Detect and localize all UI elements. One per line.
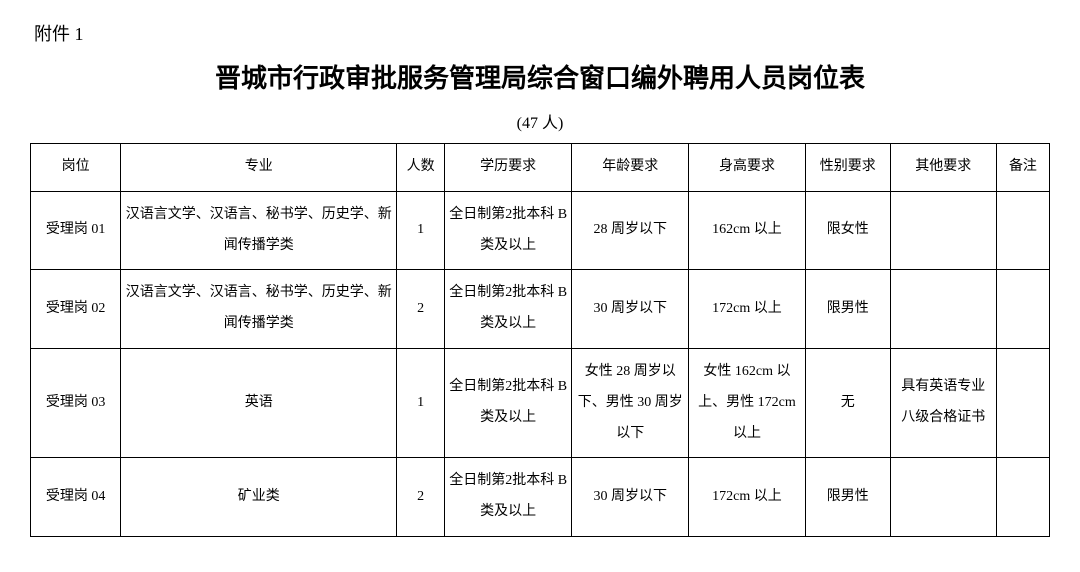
cell-height: 女性 162cm 以上、男性 172cm 以上 — [689, 348, 806, 457]
cell-education: 全日制第2批本科 B 类及以上 — [444, 191, 571, 270]
col-header-education: 学历要求 — [444, 144, 571, 192]
table-row: 受理岗 02 汉语言文学、汉语言、秘书学、历史学、新闻传播学类 2 全日制第2批… — [31, 270, 1050, 349]
col-header-position: 岗位 — [31, 144, 121, 192]
cell-position: 受理岗 03 — [31, 348, 121, 457]
table-row: 受理岗 03 英语 1 全日制第2批本科 B 类及以上 女性 28 周岁以下、男… — [31, 348, 1050, 457]
cell-other — [890, 191, 996, 270]
cell-gender: 限男性 — [805, 458, 890, 537]
col-header-remark: 备注 — [996, 144, 1049, 192]
page-subtitle: (47 人) — [30, 109, 1050, 133]
cell-position: 受理岗 01 — [31, 191, 121, 270]
cell-other: 具有英语专业八级合格证书 — [890, 348, 996, 457]
cell-major: 汉语言文学、汉语言、秘书学、历史学、新闻传播学类 — [121, 191, 397, 270]
cell-gender: 限男性 — [805, 270, 890, 349]
cell-other — [890, 458, 996, 537]
cell-age: 30 周岁以下 — [572, 270, 689, 349]
col-header-count: 人数 — [397, 144, 445, 192]
cell-remark — [996, 458, 1049, 537]
cell-other — [890, 270, 996, 349]
cell-count: 1 — [397, 348, 445, 457]
table-row: 受理岗 01 汉语言文学、汉语言、秘书学、历史学、新闻传播学类 1 全日制第2批… — [31, 191, 1050, 270]
cell-age: 30 周岁以下 — [572, 458, 689, 537]
cell-count: 2 — [397, 458, 445, 537]
cell-height: 162cm 以上 — [689, 191, 806, 270]
col-header-gender: 性别要求 — [805, 144, 890, 192]
cell-education: 全日制第2批本科 B 类及以上 — [444, 458, 571, 537]
cell-count: 2 — [397, 270, 445, 349]
attachment-label: 附件 1 — [34, 20, 1050, 46]
positions-table: 岗位 专业 人数 学历要求 年龄要求 身高要求 性别要求 其他要求 备注 受理岗… — [30, 143, 1050, 537]
cell-age: 28 周岁以下 — [572, 191, 689, 270]
cell-count: 1 — [397, 191, 445, 270]
table-row: 受理岗 04 矿业类 2 全日制第2批本科 B 类及以上 30 周岁以下 172… — [31, 458, 1050, 537]
table-header-row: 岗位 专业 人数 学历要求 年龄要求 身高要求 性别要求 其他要求 备注 — [31, 144, 1050, 192]
cell-remark — [996, 191, 1049, 270]
cell-age: 女性 28 周岁以下、男性 30 周岁以下 — [572, 348, 689, 457]
cell-major: 汉语言文学、汉语言、秘书学、历史学、新闻传播学类 — [121, 270, 397, 349]
cell-remark — [996, 348, 1049, 457]
col-header-major: 专业 — [121, 144, 397, 192]
cell-position: 受理岗 02 — [31, 270, 121, 349]
cell-height: 172cm 以上 — [689, 270, 806, 349]
cell-gender: 限女性 — [805, 191, 890, 270]
cell-major: 矿业类 — [121, 458, 397, 537]
cell-gender: 无 — [805, 348, 890, 457]
col-header-height: 身高要求 — [689, 144, 806, 192]
cell-education: 全日制第2批本科 B 类及以上 — [444, 348, 571, 457]
col-header-age: 年龄要求 — [572, 144, 689, 192]
cell-remark — [996, 270, 1049, 349]
col-header-other: 其他要求 — [890, 144, 996, 192]
cell-education: 全日制第2批本科 B 类及以上 — [444, 270, 571, 349]
page-title: 晋城市行政审批服务管理局综合窗口编外聘用人员岗位表 — [30, 58, 1050, 95]
cell-height: 172cm 以上 — [689, 458, 806, 537]
cell-position: 受理岗 04 — [31, 458, 121, 537]
cell-major: 英语 — [121, 348, 397, 457]
